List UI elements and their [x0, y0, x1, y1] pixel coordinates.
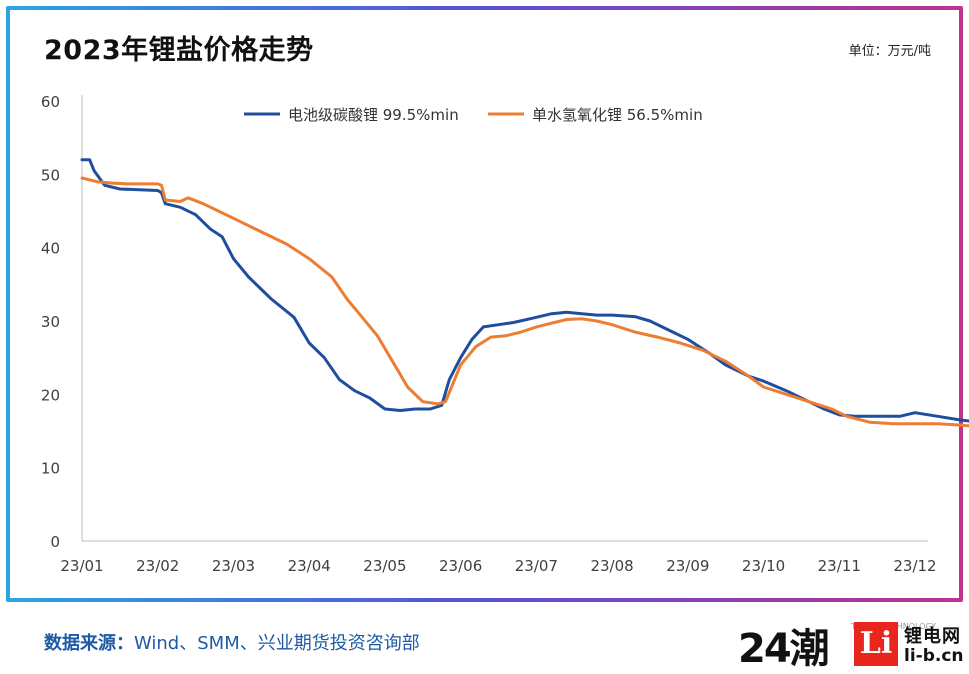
logo-char: 潮	[789, 626, 830, 672]
y-tick-label: 20	[41, 386, 60, 404]
y-tick-label: 40	[41, 240, 60, 258]
unit-label: 单位：万元/吨	[848, 44, 931, 59]
source-text: Wind、SMM、兴业期货投资咨询部	[134, 633, 420, 654]
x-tick-label: 23/11	[818, 557, 861, 575]
x-tick-label: 23/06	[439, 557, 482, 575]
logo-24chao: 24潮	[738, 616, 830, 674]
x-tick-label: 23/01	[60, 557, 103, 575]
logo-site-name: 锂电网	[904, 626, 961, 647]
chart-title: 2023年锂盐价格走势	[44, 35, 314, 66]
x-tick-label: 23/07	[515, 557, 558, 575]
legend-label-1: 电池级碳酸锂 99.5%min	[288, 106, 459, 124]
x-tick-label: 23/04	[288, 557, 331, 575]
series-line-2	[80, 176, 969, 428]
y-tick-label: 0	[50, 533, 60, 551]
y-tick-label: 10	[41, 460, 60, 478]
y-tick-label: 30	[41, 313, 60, 331]
x-tick-label: 23/03	[212, 557, 255, 575]
series-line-1	[80, 158, 969, 423]
brand-logo: 24潮 TREND TECHNOLOGY Li 锂电网 li-b.cn	[738, 612, 964, 672]
line-chart: 0 10 20 30 40 50 60 23/01 23/02 23/03 23/04 23/05 23…	[41, 93, 969, 575]
x-tick-label: 23/05	[363, 557, 406, 575]
chart-frame	[6, 6, 963, 602]
y-tick-label: 60	[41, 93, 60, 111]
li-logo-icon: Li	[854, 622, 898, 666]
x-tick-label: 23/09	[666, 557, 709, 575]
logo-url: li-b.cn	[904, 646, 964, 666]
legend-label-2: 单水氢氧化锂 56.5%min	[532, 106, 703, 124]
x-tick-label: 23/02	[136, 557, 179, 575]
x-tick-label: 23/12	[893, 557, 936, 575]
logo-number: 24	[738, 626, 792, 672]
x-tick-label: 23/10	[742, 557, 785, 575]
y-tick-label: 50	[41, 166, 60, 184]
source-label: 数据来源：	[44, 633, 134, 654]
data-source: 数据来源：Wind、SMM、兴业期货投资咨询部	[44, 629, 420, 655]
x-tick-label: 23/08	[590, 557, 633, 575]
